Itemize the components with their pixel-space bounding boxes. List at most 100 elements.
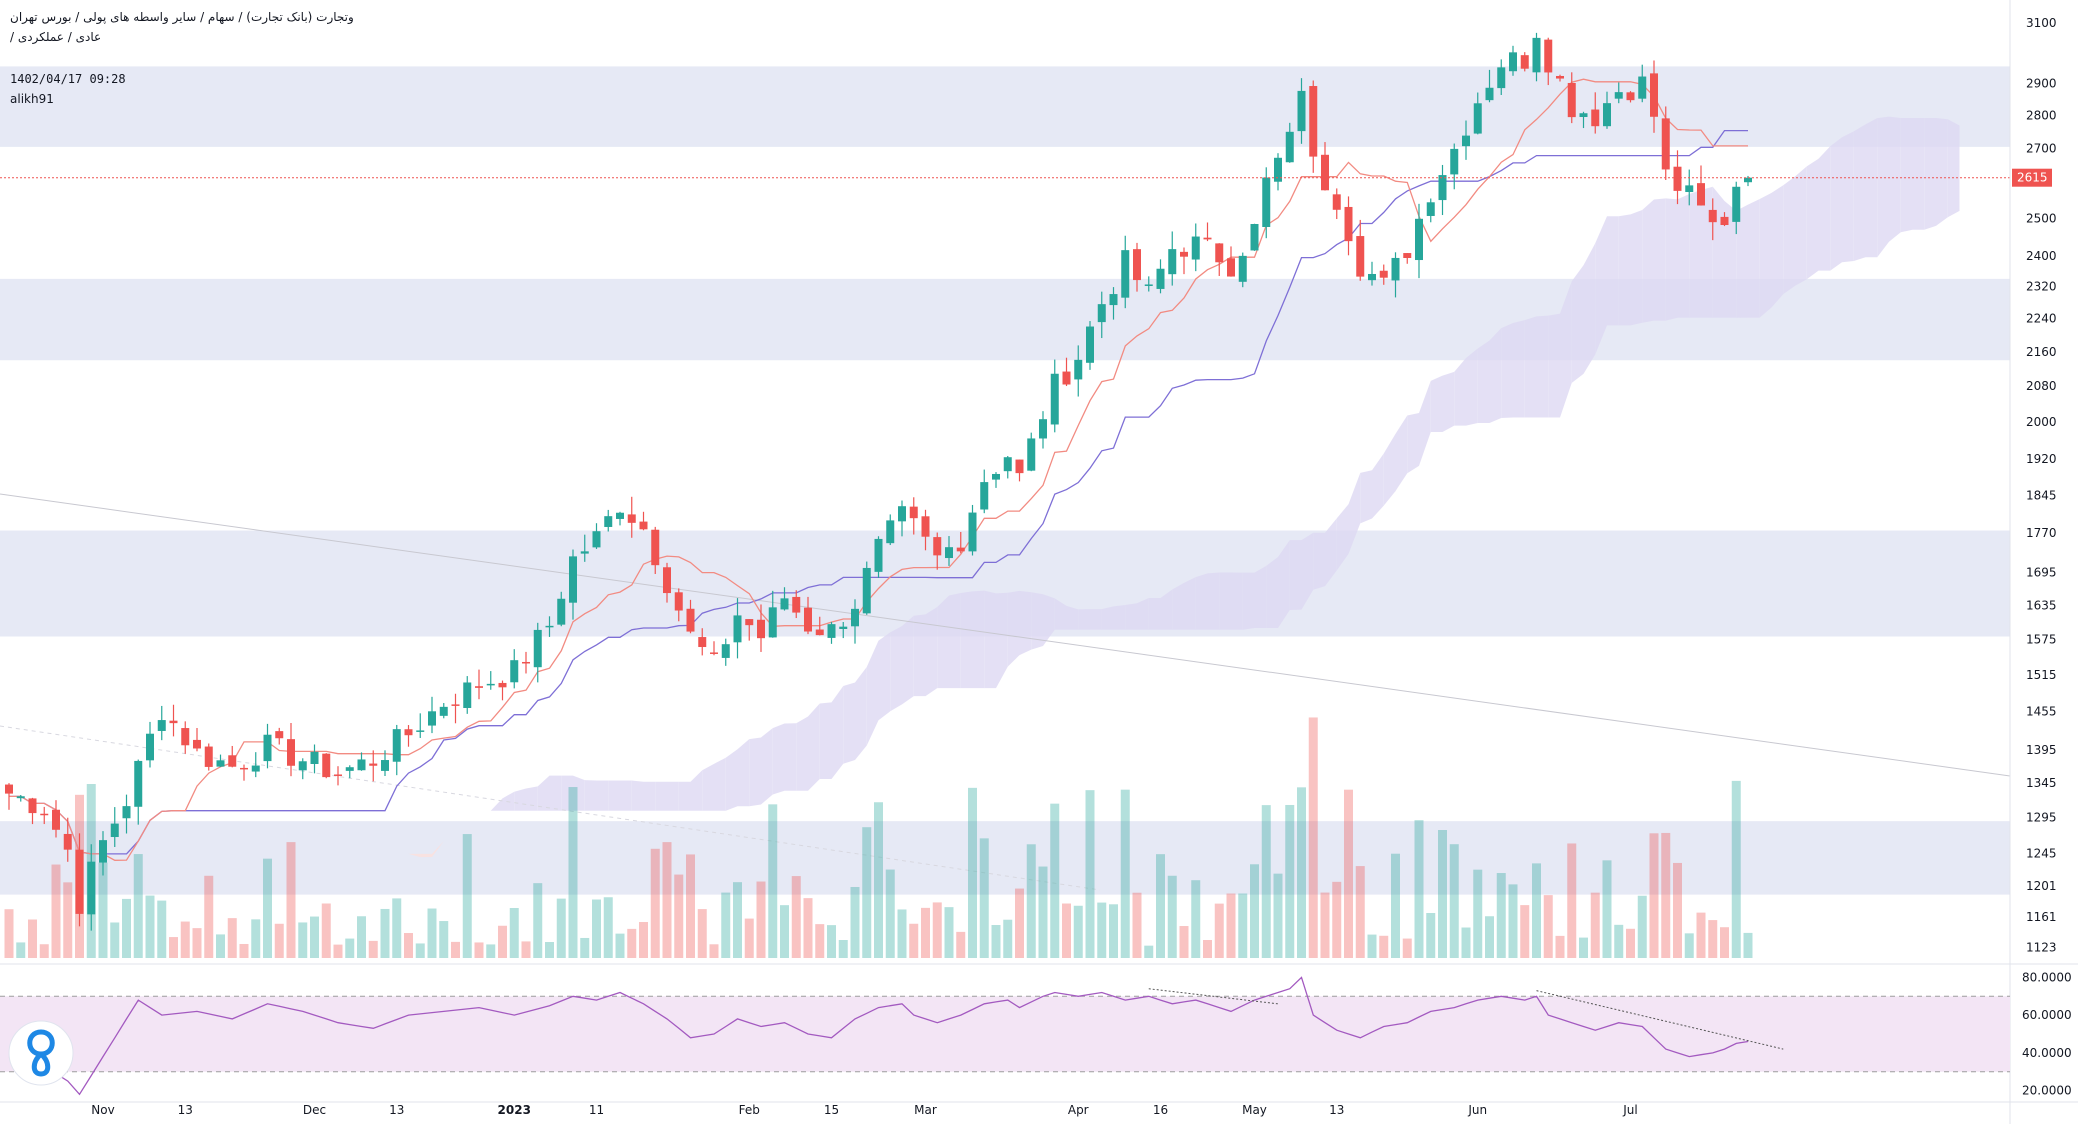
candle-body — [956, 547, 965, 552]
volume-bar — [874, 802, 883, 958]
candle — [99, 831, 107, 876]
candle — [651, 526, 660, 575]
cloud-segment — [1031, 592, 1043, 650]
candle-body — [1556, 75, 1564, 79]
volume-bar — [639, 922, 648, 958]
candle-body — [533, 629, 542, 668]
cloud-segment — [1054, 598, 1067, 630]
candle-body — [1215, 243, 1224, 263]
candle — [1086, 321, 1094, 370]
cloud-segment — [1043, 594, 1055, 647]
candle — [228, 745, 237, 768]
volume-bar — [1684, 933, 1694, 958]
candle — [334, 766, 342, 786]
cloud-segment — [1583, 243, 1596, 374]
candle — [1532, 32, 1541, 82]
volume-bar — [1649, 833, 1659, 958]
volume-bar — [556, 898, 566, 958]
cloud-segment — [878, 632, 891, 721]
cloud-segment — [1078, 609, 1090, 630]
candle-body — [193, 739, 201, 749]
cloud-segment — [925, 606, 938, 697]
candle-body — [1344, 206, 1353, 242]
candle — [874, 536, 883, 578]
rsi-tick-label: 40.0000 — [2022, 1046, 2072, 1060]
cloud-segment — [1877, 116, 1889, 258]
candle — [1450, 143, 1459, 190]
sr-zone-4 — [0, 821, 2010, 895]
cloud-segment — [1736, 204, 1748, 318]
cloud-segment — [361, 809, 374, 822]
candle — [369, 750, 378, 782]
cloud-segment — [1524, 316, 1537, 418]
volume-bar — [744, 918, 754, 958]
tenkan-line — [9, 78, 1748, 861]
candle-body — [99, 840, 107, 863]
cloud-segment — [1889, 116, 1901, 242]
cloud-segment — [608, 780, 620, 811]
volume-bar — [615, 933, 625, 958]
volume-bar — [1344, 789, 1353, 958]
candle-body — [1415, 218, 1423, 261]
candle-body — [1121, 250, 1130, 298]
candle — [1144, 276, 1153, 292]
candle — [1356, 219, 1365, 281]
candle-body — [334, 774, 342, 776]
volume-bar — [498, 925, 507, 958]
cloud-segment — [1595, 216, 1607, 355]
candle-body — [874, 538, 883, 572]
cloud-segment — [1865, 118, 1878, 258]
time-tick-label: May — [1242, 1103, 1267, 1117]
cloud-segment — [1654, 198, 1666, 321]
candle — [674, 588, 683, 622]
cloud-segment — [1912, 117, 1925, 230]
candle — [839, 621, 848, 639]
volume-bar — [392, 898, 402, 958]
cloud-segment — [1289, 540, 1302, 610]
cloud-segment — [1548, 313, 1560, 418]
cloud-segment — [655, 781, 667, 811]
candle-body — [1614, 92, 1623, 99]
cloud-segment — [620, 780, 632, 811]
time-tick-label: Nov — [91, 1103, 114, 1117]
volume-bar — [28, 919, 37, 958]
cloud-segment — [1090, 609, 1102, 630]
volume-bar — [568, 787, 578, 958]
cloud-segment — [1560, 281, 1572, 418]
volume-bar — [39, 944, 49, 958]
cloud-segment — [1947, 119, 1960, 218]
candle-body — [1473, 103, 1482, 134]
candle-body — [1274, 157, 1282, 182]
candle — [1591, 92, 1600, 134]
candle — [1274, 153, 1282, 191]
candle — [28, 797, 37, 825]
candle — [416, 713, 425, 738]
candle-body — [110, 823, 119, 838]
candle — [956, 531, 965, 554]
candle-body — [851, 608, 859, 627]
price-tick-label: 1845 — [2026, 488, 2057, 502]
volume-bar — [63, 882, 73, 958]
rsi-line — [8, 976, 1749, 1096]
volume-bar — [1579, 937, 1588, 958]
volume-bar — [157, 900, 167, 958]
volume-bar — [1508, 884, 1518, 958]
volume-bar — [815, 924, 825, 958]
candle-body — [980, 482, 989, 510]
symbol-meta-text: عادی / عملکردی / — [10, 30, 102, 44]
candle — [75, 833, 84, 927]
cloud-segment — [561, 775, 573, 811]
candle-body — [545, 625, 554, 628]
candle-body — [710, 652, 718, 654]
candle — [216, 754, 225, 768]
author-name: alikh91 — [10, 92, 54, 106]
volume-bar — [1626, 928, 1635, 958]
candle — [909, 497, 918, 535]
candle — [1097, 291, 1106, 339]
candle — [1650, 60, 1658, 133]
volume-bar — [1097, 902, 1107, 958]
candle-body — [416, 730, 425, 732]
volume-bar — [944, 907, 954, 958]
